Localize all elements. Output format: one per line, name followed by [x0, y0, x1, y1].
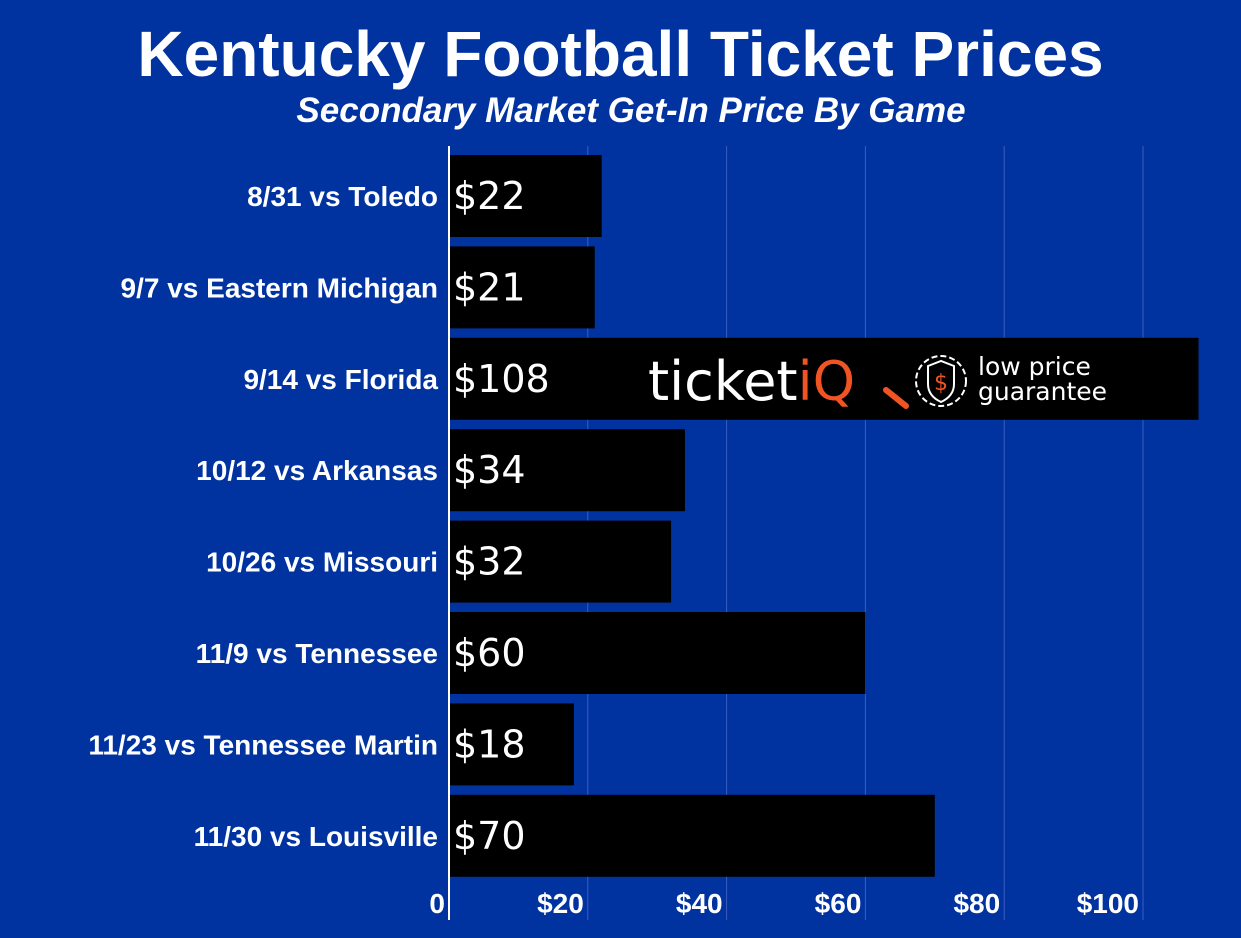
category-label: 10/26 vs Missouri [206, 547, 438, 578]
category-label: 11/9 vs Tennessee [196, 638, 438, 669]
shield-icon [927, 359, 955, 404]
logo-tagline: low price [978, 352, 1091, 381]
bar [449, 794, 935, 877]
chart-subtitle: Secondary Market Get-In Price By Game [296, 91, 966, 130]
category-label: 8/31 vs Toledo [247, 181, 438, 212]
bar [449, 337, 1199, 420]
bar [449, 429, 685, 512]
bar [449, 703, 574, 786]
data-label: $70 [453, 814, 526, 858]
data-label: $21 [453, 265, 526, 309]
logo-tagline: guarantee [978, 377, 1107, 406]
x-tick-label: $20 [537, 888, 584, 919]
logo-wordmark: ticketiQ [648, 350, 855, 413]
data-label: $108 [453, 357, 550, 401]
data-label: $32 [453, 540, 526, 584]
bar [449, 246, 595, 329]
data-label: $22 [453, 174, 526, 218]
x-tick-label: $100 [1077, 888, 1139, 919]
magnifier-handle-icon [883, 387, 909, 409]
x-tick-label: $80 [953, 888, 1000, 919]
seal-icon [915, 355, 967, 407]
dollar-icon: $ [934, 371, 948, 396]
chart-title: Kentucky Football Ticket Prices [137, 18, 1104, 90]
bar [449, 612, 866, 694]
category-label: 11/23 vs Tennessee Martin [88, 729, 438, 760]
data-label: $34 [453, 448, 526, 492]
bar [449, 520, 672, 603]
category-label: 9/7 vs Eastern Michigan [121, 272, 438, 303]
x-tick-label: $40 [676, 888, 723, 919]
data-label: $60 [453, 631, 526, 675]
category-label: 9/14 vs Florida [243, 364, 438, 395]
x-tick-label: 0 [429, 888, 445, 919]
data-label: $18 [453, 722, 526, 766]
category-label: 10/12 vs Arkansas [196, 455, 438, 486]
bar [449, 155, 602, 237]
category-label: 11/30 vs Louisville [194, 821, 438, 852]
x-tick-label: $60 [815, 888, 862, 919]
